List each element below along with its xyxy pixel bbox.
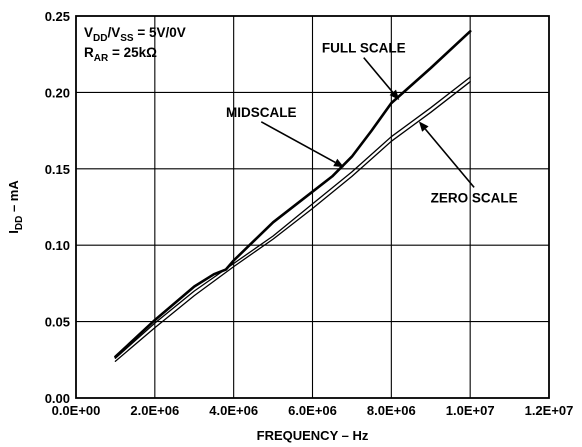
condition-line-2: RAR = 25kΩ [84,45,157,64]
x-tick-labels: 0.0E+00 2.0E+06 4.0E+06 6.0E+06 8.0E+06 1.0E+… [52,403,574,418]
annotation-arrow-head [333,158,345,168]
annotation-zero-scale: ZERO SCALE [418,121,518,205]
y-tick-labels: 0.00 0.05 0.10 0.15 0.20 0.25 [45,9,70,406]
y-axis-title-suffix: – mA [6,180,21,216]
annotation-midscale: MIDSCALE [226,105,345,168]
plot-frame [75,15,550,399]
y-tick-label: 0.25 [45,9,70,24]
series-line-zero-scale [114,81,471,362]
condition-text: = 25kΩ [108,45,157,60]
y-tick-label: 0.20 [45,85,70,100]
y-tick-label: 0.00 [45,391,70,406]
condition-text: /V [107,25,120,40]
condition-subscript: DD [93,33,107,44]
y-tick-label: 0.15 [45,162,70,177]
series-line-full-scale [114,29,472,359]
condition-text: V [84,25,93,40]
y-axis-title-sub: DD [14,216,25,230]
annotation-arrow-line [260,121,336,164]
series-layer [114,29,472,362]
condition-subscript: SS [120,33,134,44]
annotation-full-scale: FULL SCALE [322,41,406,101]
condition-text: = 5V/0V [134,25,186,40]
annotation-arrow-line [424,128,475,188]
y-tick-label: 0.10 [45,238,70,253]
x-tick-label: 8.0E+06 [367,403,416,418]
condition-subscript: AR [94,53,109,64]
x-tick-label: 4.0E+06 [209,403,258,418]
x-tick-label: 2.0E+06 [130,403,179,418]
grid [76,16,549,398]
x-tick-label: 1.0E+07 [446,403,495,418]
annotation-label: FULL SCALE [322,41,406,56]
x-tick-label: 1.2E+07 [525,403,574,418]
y-axis-title: IDD – mA [6,180,25,234]
annotation-arrow-head [418,121,429,132]
annotation-layer: FULL SCALE MIDSCALE ZERO SCALE [226,41,518,206]
x-axis-title: FREQUENCY – Hz [257,428,369,443]
series-line-midscale [114,76,471,359]
y-axis-title-main: I [6,230,21,234]
x-tick-label: 6.0E+06 [288,403,337,418]
condition-text: R [84,45,94,60]
y-tick-label: 0.05 [45,315,70,330]
annotation-label: ZERO SCALE [431,190,518,205]
annotation-label: MIDSCALE [226,105,297,120]
annotation-arrow-head [389,89,400,101]
x-tick-label: 0.0E+00 [52,403,101,418]
annotation-arrow-line [363,57,394,93]
condition-line-1: VDD/VSS = 5V/0V [84,25,186,44]
